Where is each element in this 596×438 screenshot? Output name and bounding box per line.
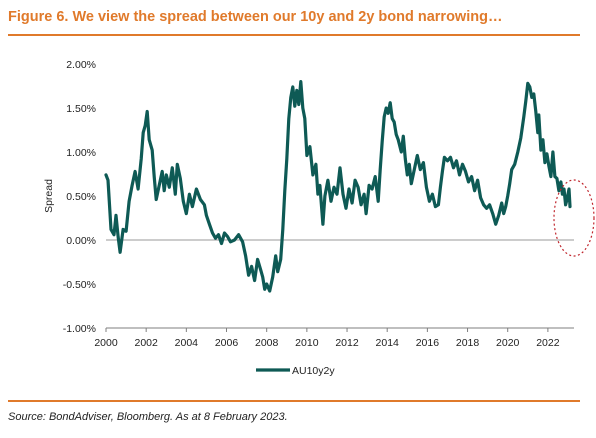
source-divider bbox=[8, 400, 580, 402]
x-tick-label: 2010 bbox=[295, 337, 319, 349]
title-divider bbox=[8, 34, 580, 36]
x-axis: 2000 2002 2004 2006 2008 2010 2012 2014 2016 2018… bbox=[94, 327, 574, 349]
series-line-au10y2y bbox=[104, 80, 572, 293]
y-tick-label: -1.00% bbox=[63, 323, 96, 335]
spread-line-chart: -1.00% -0.50% 0.00% 0.50% 1.00% 1.50% 2.00% 20… bbox=[43, 59, 595, 377]
x-tick-label: 2016 bbox=[416, 337, 440, 349]
x-tick-label: 2006 bbox=[215, 337, 239, 349]
x-tick-label: 2018 bbox=[456, 337, 480, 349]
x-tick-label: 2012 bbox=[335, 337, 359, 349]
y-tick-label: 1.50% bbox=[66, 103, 96, 115]
y-axis-title: Spread bbox=[43, 179, 55, 213]
x-tick-label: 2004 bbox=[175, 337, 199, 349]
x-tick-label: 2020 bbox=[496, 337, 520, 349]
y-tick-label: 2.00% bbox=[66, 59, 96, 71]
figure-title: Figure 6. We view the spread between our… bbox=[8, 9, 503, 25]
x-tick-label: 2008 bbox=[255, 337, 279, 349]
y-tick-label: -0.50% bbox=[63, 279, 96, 291]
x-tick-label: 2002 bbox=[134, 337, 158, 349]
legend-label-au10y2y: AU10y2y bbox=[292, 365, 335, 377]
legend: AU10y2y bbox=[256, 365, 335, 377]
highlight-ellipse bbox=[553, 179, 595, 257]
y-axis-tick-labels: -1.00% -0.50% 0.00% 0.50% 1.00% 1.50% 2.00% bbox=[63, 59, 96, 335]
x-tick-label: 2000 bbox=[94, 337, 118, 349]
x-tick-label: 2022 bbox=[536, 337, 560, 349]
y-tick-label: 0.50% bbox=[66, 191, 96, 203]
source-note: Source: BondAdviser, Bloomberg. As at 8 … bbox=[8, 411, 288, 423]
y-tick-label: 0.00% bbox=[66, 235, 96, 247]
x-tick-label: 2014 bbox=[376, 337, 400, 349]
y-tick-label: 1.00% bbox=[66, 147, 96, 159]
